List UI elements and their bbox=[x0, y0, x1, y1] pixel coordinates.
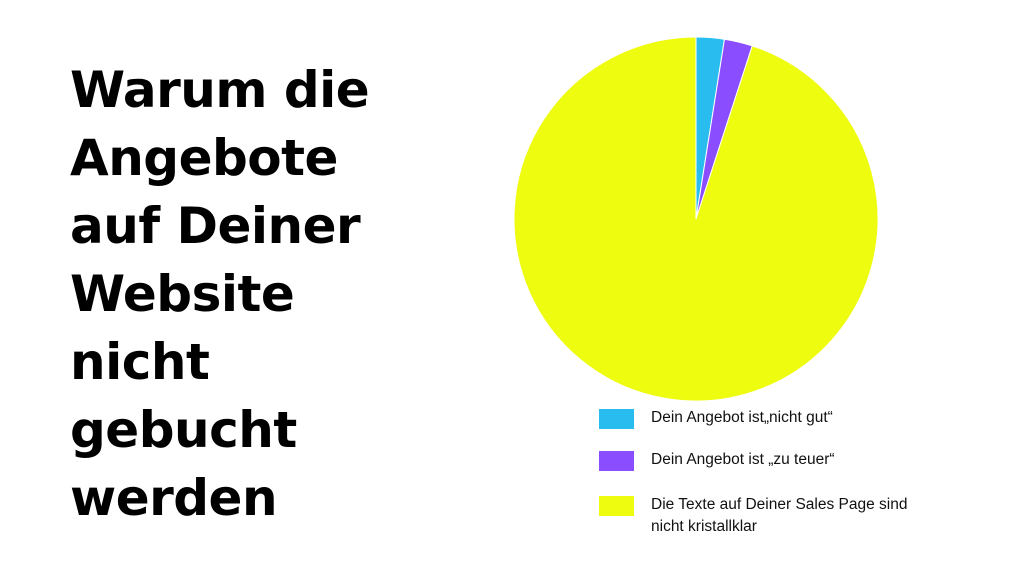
legend-item-texte: Die Texte auf Deiner Sales Page sind nic… bbox=[599, 494, 929, 538]
pie-chart bbox=[512, 35, 880, 403]
legend-swatch-texte bbox=[599, 496, 634, 516]
legend-swatch-zu-teuer bbox=[599, 451, 634, 471]
legend-item-nicht-gut: Dein Angebot ist„nicht gut“ bbox=[599, 407, 929, 429]
page-title: Warum die Angebote auf Deiner Website ni… bbox=[70, 61, 370, 527]
legend-swatch-nicht-gut bbox=[599, 409, 634, 429]
chart-legend: Dein Angebot ist„nicht gut“ Dein Angebot… bbox=[599, 407, 929, 558]
legend-label-zu-teuer: Dein Angebot ist „zu teuer“ bbox=[651, 451, 835, 468]
legend-label-texte: Die Texte auf Deiner Sales Page sind nic… bbox=[651, 496, 908, 535]
pie-chart-svg bbox=[513, 36, 879, 402]
legend-label-nicht-gut: Dein Angebot ist„nicht gut“ bbox=[651, 409, 833, 426]
legend-item-zu-teuer: Dein Angebot ist „zu teuer“ bbox=[599, 449, 929, 471]
pie-slice-2 bbox=[513, 36, 879, 402]
